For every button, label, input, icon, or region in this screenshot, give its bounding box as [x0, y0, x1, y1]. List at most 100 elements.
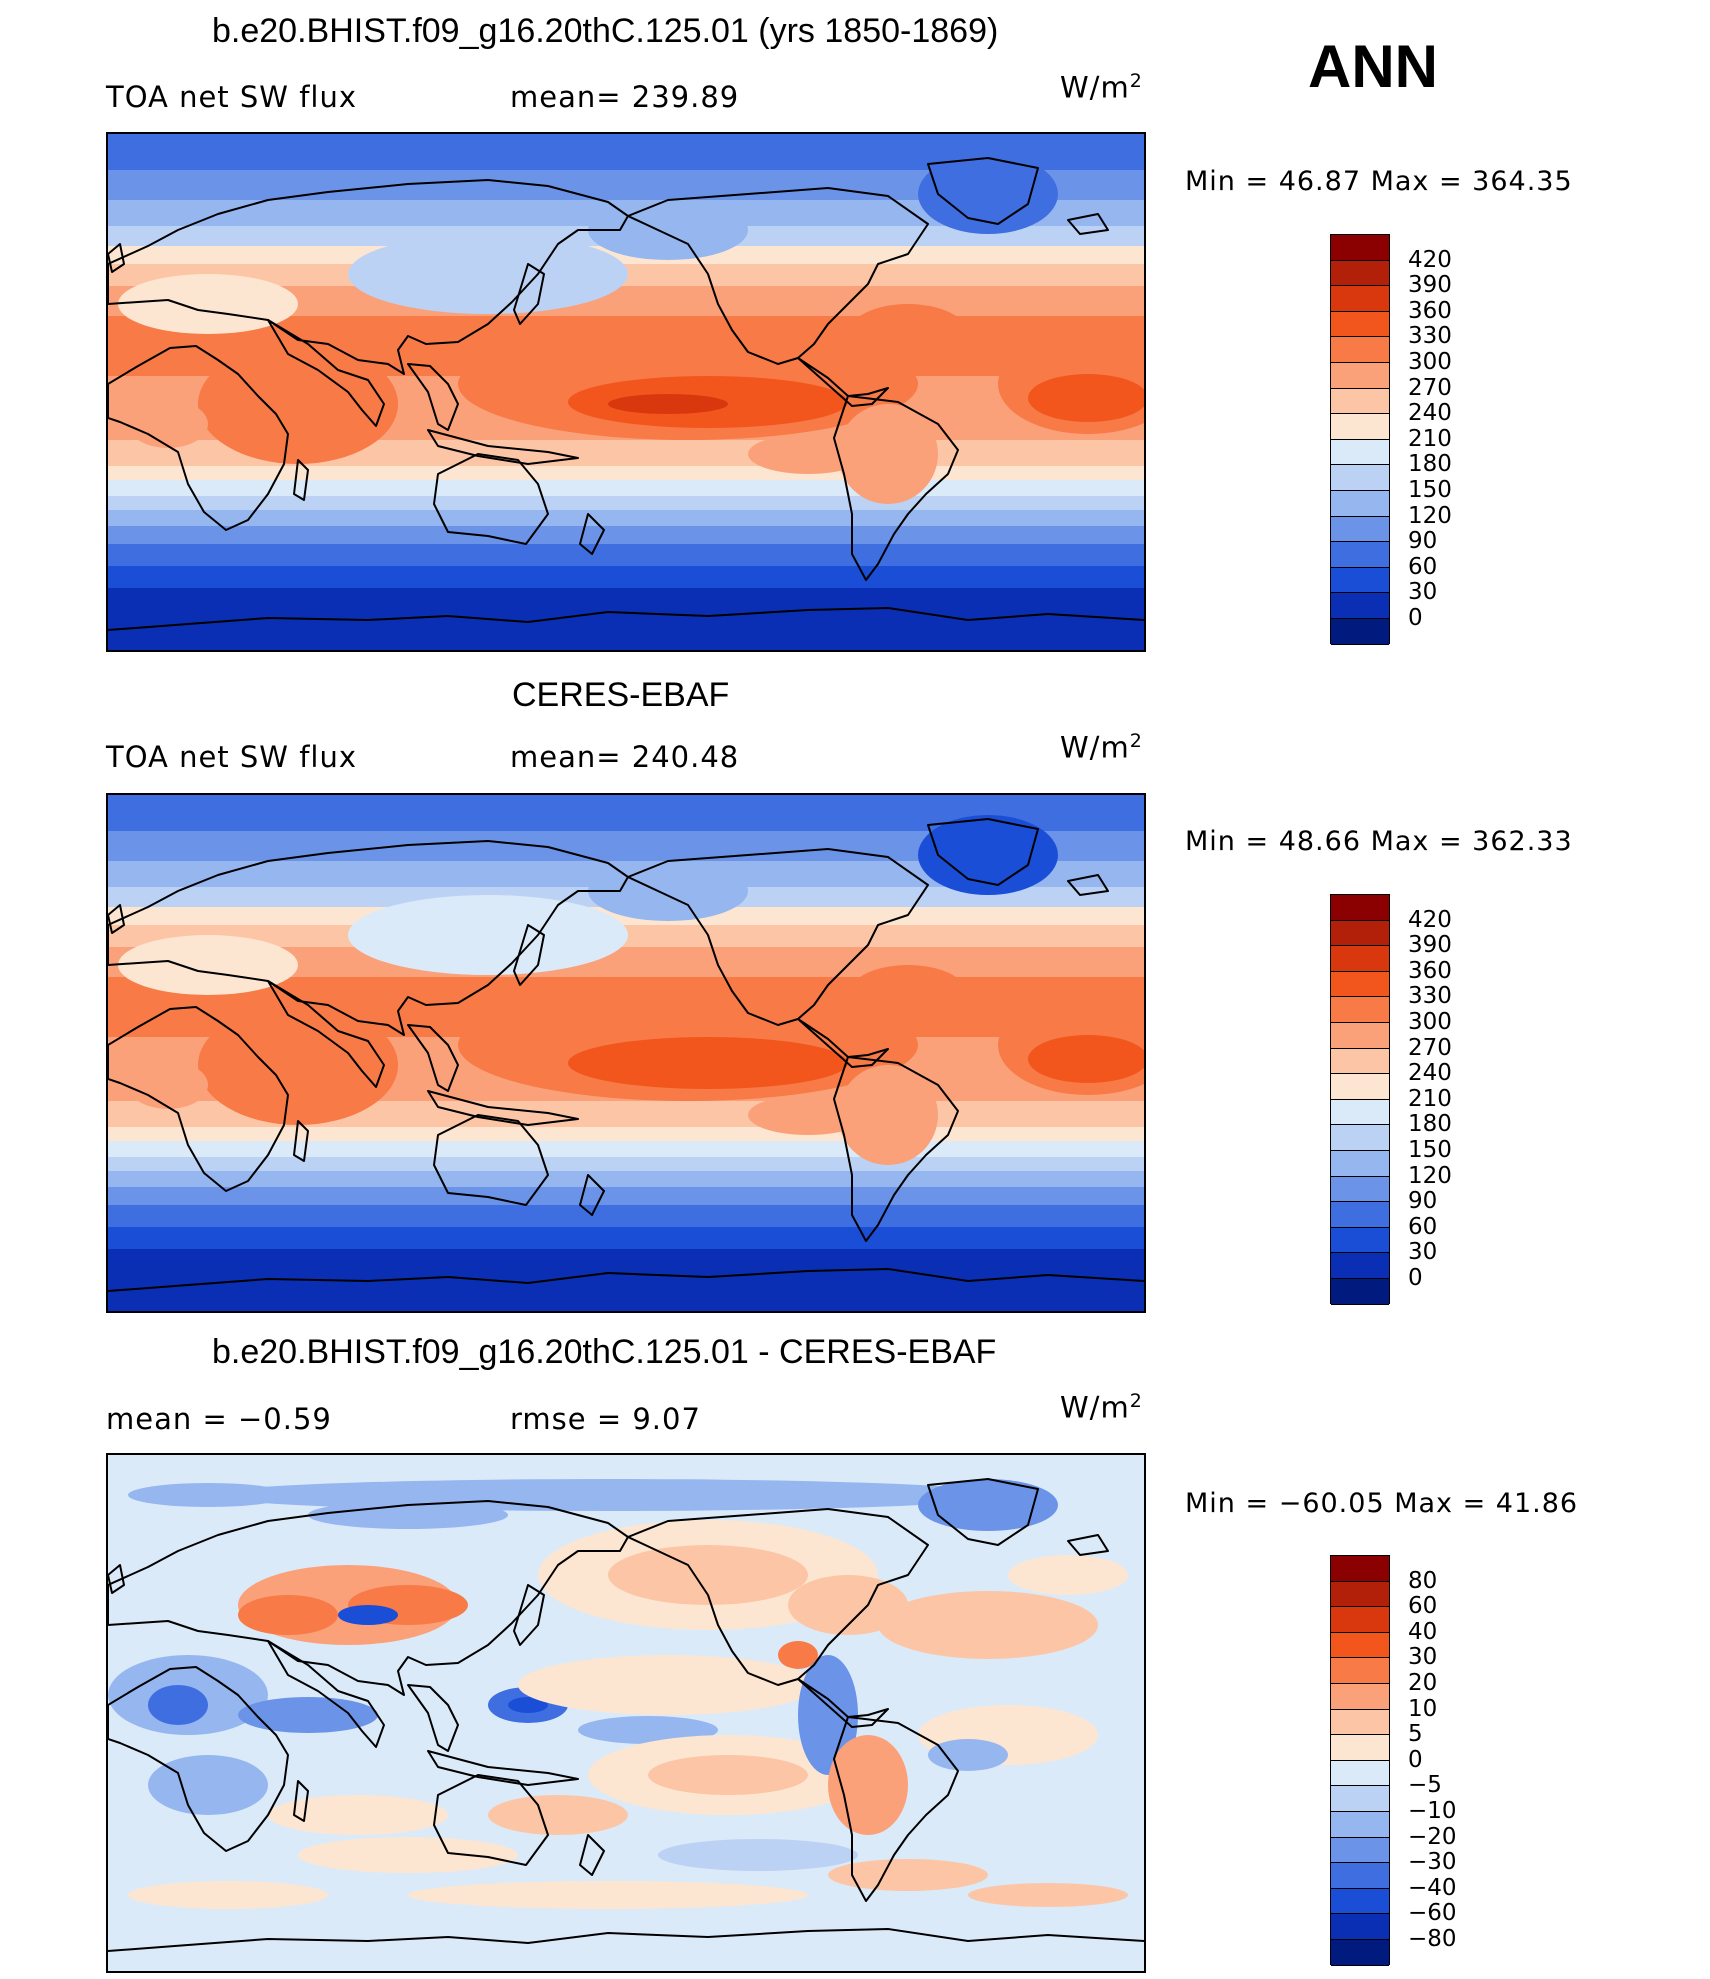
panel-3-mean: mean = −0.59: [106, 1402, 332, 1436]
colorbar-swatch: [1331, 1556, 1389, 1582]
diff-contour: [488, 1795, 628, 1835]
coastline: [433, 453, 549, 545]
colorbar-swatch: [1331, 286, 1389, 312]
coastline: [797, 357, 889, 407]
colorbar-swatch: [1331, 388, 1389, 415]
colorbar-level-label: −60: [1408, 1900, 1457, 1927]
diff-contour: [338, 1605, 398, 1625]
colorbar-level-label: 40: [1408, 1618, 1438, 1645]
colorbar-level-label: 60: [1408, 553, 1438, 580]
colorbar-box: [1330, 1555, 1390, 1966]
colorbar-swatch: [1331, 1786, 1389, 1812]
flux-contour: [128, 400, 208, 448]
colorbar-level-label: 5: [1408, 1721, 1423, 1748]
colorbar-level-label: 210: [1408, 425, 1452, 452]
coastline: [108, 179, 629, 375]
colorbar-level-label: 120: [1408, 1162, 1452, 1189]
colorbar-swatch: [1331, 618, 1389, 645]
colorbar-swatch: [1331, 1735, 1389, 1761]
colorbar-swatch: [1331, 490, 1389, 517]
coastline: [293, 1780, 309, 1822]
colorbar-level-label: −20: [1408, 1823, 1457, 1850]
coastline: [108, 1268, 1144, 1292]
colorbar-swatch: [1331, 971, 1389, 998]
colorbar-level-label: 240: [1408, 400, 1452, 427]
coastline: [267, 319, 385, 427]
flux-contour: [838, 404, 938, 504]
coastline: [433, 1774, 549, 1866]
diff-contour: [298, 1837, 518, 1873]
diff-contour: [798, 1655, 858, 1775]
diff-contour: [608, 1545, 808, 1605]
flux-band: [108, 1227, 1144, 1249]
colorbar-level-label: 300: [1408, 1009, 1452, 1035]
colorbar-swatch: [1331, 1607, 1389, 1633]
flux-contour: [848, 965, 968, 1025]
diff-contour: [238, 1697, 378, 1733]
colorbar-swatch: [1331, 465, 1389, 491]
flux-band: [108, 1157, 1144, 1171]
colorbar-swatch: [1331, 1658, 1389, 1684]
diff-contour: [968, 1883, 1128, 1907]
coastline: [927, 818, 1039, 886]
colorbar-level-label: −10: [1408, 1798, 1457, 1824]
coastline: [427, 429, 579, 465]
flux-band: [108, 526, 1144, 544]
diff-contour: [148, 1755, 268, 1815]
diff-contour: [578, 1716, 718, 1744]
flux-contour: [128, 1061, 208, 1109]
colorbar-swatch: [1331, 946, 1389, 972]
colorbar-swatch: [1331, 260, 1389, 287]
panel-1-title: b.e20.BHIST.f09_g16.20thC.125.01 (yrs 18…: [212, 12, 999, 50]
colorbar-level-label: 150: [1408, 477, 1452, 503]
colorbar-swatch: [1331, 567, 1389, 594]
coastline: [833, 395, 959, 581]
diff-contour: [238, 1595, 338, 1635]
diff-contour: [208, 1479, 1008, 1511]
diff-contour: [928, 1739, 1008, 1771]
coastline: [579, 1174, 605, 1216]
flux-contour: [918, 815, 1058, 895]
coastline: [293, 459, 309, 501]
colorbar-level-label: 80: [1408, 1567, 1438, 1594]
coastline: [108, 1928, 1144, 1952]
colorbar-level-label: 60: [1408, 1593, 1438, 1620]
coastline: [108, 1006, 289, 1192]
diff-contour: [918, 1479, 1058, 1531]
coastline: [267, 1640, 385, 1748]
colorbar-level-label: 30: [1408, 1239, 1438, 1266]
colorbar-swatch: [1331, 593, 1389, 619]
panel-3-map: [106, 1453, 1146, 1973]
coastline: [927, 157, 1039, 225]
diff-contour: [128, 1483, 288, 1507]
coastline: [108, 607, 1144, 631]
diff-contour: [828, 1735, 908, 1835]
colorbar-swatch: [1331, 895, 1389, 921]
colorbar-swatch: [1331, 1683, 1389, 1710]
coastline: [1067, 213, 1109, 235]
colorbar-level-label: −5: [1408, 1772, 1442, 1799]
colorbar-swatch: [1331, 337, 1389, 363]
flux-contour: [748, 1095, 868, 1135]
colorbar-level-label: 210: [1408, 1085, 1452, 1112]
diff-contour: [788, 1575, 908, 1635]
flux-contour: [348, 234, 628, 314]
diff-contour: [208, 1919, 1008, 1951]
panel-1-units: W/m2: [1060, 70, 1143, 105]
colorbar-level-label: 420: [1408, 246, 1452, 273]
colorbar-level-label: −80: [1408, 1926, 1457, 1952]
coastline: [1067, 1534, 1109, 1556]
panel-3-units: W/m2: [1060, 1390, 1143, 1425]
coastline: [108, 840, 629, 1036]
diff-contour: [508, 1697, 548, 1713]
flux-contour: [118, 274, 298, 334]
flux-contour: [348, 895, 628, 975]
colorbar-level-label: 390: [1408, 272, 1452, 299]
colorbar-level-label: 0: [1408, 1746, 1423, 1773]
colorbar-swatch: [1331, 1888, 1389, 1915]
colorbar-swatch: [1331, 439, 1389, 466]
colorbar-level-label: 0: [1408, 605, 1423, 631]
colorbar-level-label: 330: [1408, 983, 1452, 1010]
colorbar-swatch: [1331, 1074, 1389, 1100]
colorbar-level-label: 300: [1408, 349, 1452, 375]
